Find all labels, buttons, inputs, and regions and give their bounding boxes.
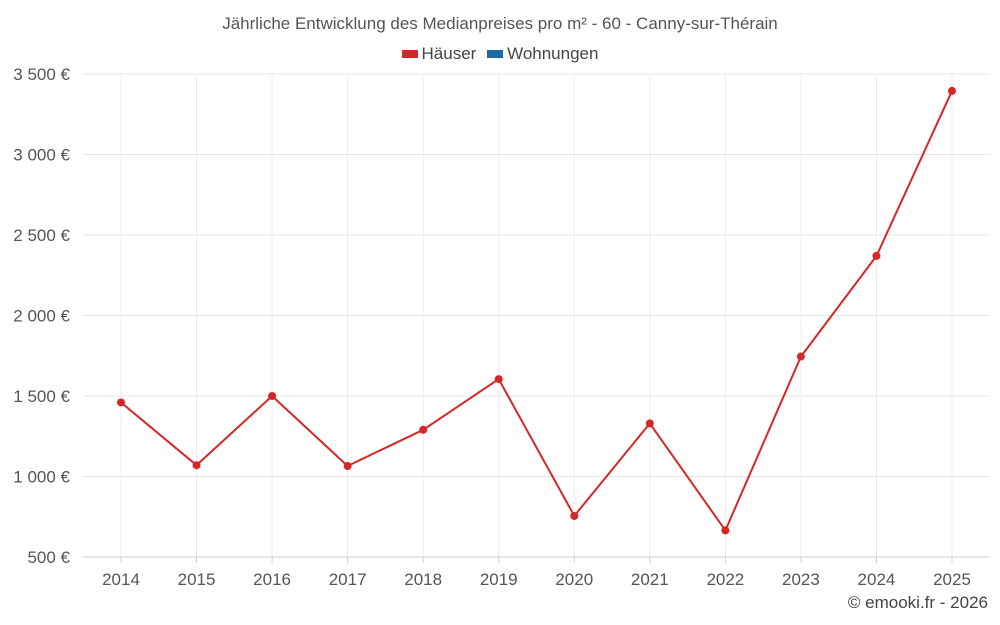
data-point-h-user <box>796 352 805 361</box>
y-tick-label: 2 000 € <box>13 307 70 326</box>
x-tick-label: 2024 <box>858 570 896 589</box>
grid-lines <box>83 73 990 557</box>
axes <box>83 556 990 563</box>
chart-title: Jährliche Entwicklung des Medianpreises … <box>222 14 778 33</box>
data-point-h-user <box>948 86 956 95</box>
y-tick-label: 3 000 € <box>13 146 70 165</box>
legend-item-houses[interactable]: Häuser <box>401 44 477 64</box>
y-tick-label: 2 500 € <box>13 226 70 245</box>
x-tick-label: 2023 <box>782 570 820 589</box>
legend-swatch-apartments <box>487 49 504 58</box>
series-line-h-user <box>120 90 953 532</box>
y-tick-labels: 500 € 1 000 € 1 500 € 2 000 € 2 500 € 3 000 €… <box>13 65 70 567</box>
legend-item-apartments[interactable]: Wohnungen <box>487 44 598 64</box>
x-tick-label: 2021 <box>631 570 669 589</box>
data-point-h-user <box>494 375 503 384</box>
data-point-h-user <box>721 526 730 535</box>
data-point-h-user <box>117 398 125 407</box>
x-tick-label: 2015 <box>178 570 216 589</box>
legend-swatch-houses <box>401 49 418 58</box>
x-tick-label: 2022 <box>706 570 744 589</box>
credit-text: © emooki.fr - 2026 <box>847 593 988 612</box>
y-tick-label: 1 000 € <box>13 468 70 487</box>
x-tick-label: 2025 <box>933 570 971 589</box>
x-tick-label: 2019 <box>480 570 518 589</box>
x-tick-label: 2014 <box>102 570 140 589</box>
data-point-h-user <box>268 392 277 400</box>
data-point-h-user <box>872 251 881 260</box>
series-layer <box>117 86 956 535</box>
y-tick-label: 1 500 € <box>13 387 70 406</box>
data-point-h-user <box>419 425 428 434</box>
data-point-h-user <box>343 462 352 471</box>
data-point-h-user <box>192 461 201 470</box>
x-tick-label: 2020 <box>555 570 593 589</box>
data-point-h-user <box>645 419 654 428</box>
legend-label-apartments: Wohnungen <box>507 44 599 63</box>
x-tick-labels: 2014 2015 2016 2017 2018 2019 2020 2021 2022 2023… <box>102 570 971 589</box>
x-tick-label: 2018 <box>404 570 442 589</box>
x-tick-label: 2017 <box>329 570 367 589</box>
data-point-h-user <box>570 511 579 520</box>
y-tick-label: 500 € <box>27 548 70 567</box>
y-tick-label: 3 500 € <box>13 65 70 84</box>
x-tick-label: 2016 <box>253 570 291 589</box>
chart-legend: Häuser Wohnungen <box>0 44 1000 64</box>
legend-label-houses: Häuser <box>421 44 477 63</box>
